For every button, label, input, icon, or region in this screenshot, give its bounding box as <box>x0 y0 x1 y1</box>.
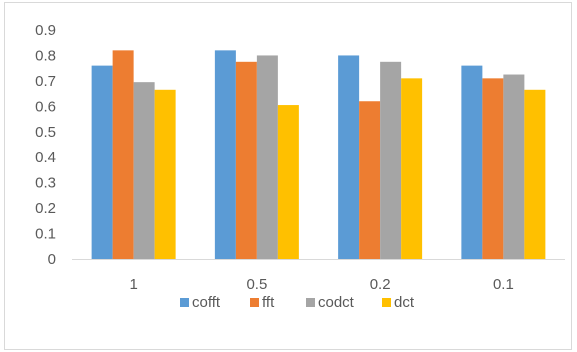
x-axis-ticks: 1 0.5 0.2 0.1 <box>129 276 513 293</box>
bar-dct-0.2 <box>401 78 423 259</box>
bar-codct-1 <box>133 82 155 260</box>
bar-fft-0.5 <box>235 61 257 259</box>
y-tick-label: 0.6 <box>35 98 56 115</box>
bar-cofft-0.2 <box>338 55 360 259</box>
bar-cofft-0.1 <box>461 65 483 259</box>
bar-cofft-0.5 <box>214 50 236 259</box>
y-tick-label: 0.2 <box>35 200 56 217</box>
legend-label-cofft: cofft <box>192 294 221 311</box>
bar-fft-0.2 <box>359 101 381 259</box>
y-tick-label: 0.8 <box>35 47 56 64</box>
legend-swatch-fft <box>250 298 259 307</box>
y-tick-label: 0 <box>48 251 56 268</box>
x-tick-label: 0.5 <box>246 276 267 293</box>
y-tick-label: 0.9 <box>35 22 56 39</box>
bar-codct-0.2 <box>380 61 402 259</box>
bar-fft-0.1 <box>482 78 504 259</box>
legend-swatch-cofft <box>180 298 189 307</box>
bar-codct-0.5 <box>256 55 278 259</box>
y-tick-label: 0.7 <box>35 73 56 90</box>
bar-dct-1 <box>154 89 176 260</box>
x-tick-label: 1 <box>129 276 137 293</box>
y-tick-label: 0.4 <box>35 149 56 166</box>
x-tick-label: 0.1 <box>493 276 514 293</box>
legend-swatch-dct <box>382 298 391 307</box>
bar-fft-1 <box>112 50 134 259</box>
legend-swatch-codct <box>306 298 315 307</box>
legend: cofft fft codct dct <box>180 294 415 311</box>
y-tick-label: 0.3 <box>35 175 56 192</box>
legend-label-fft: fft <box>262 294 275 311</box>
bar-dct-0.1 <box>524 89 546 260</box>
bar-dct-0.5 <box>277 105 299 259</box>
bars <box>91 50 546 260</box>
y-tick-label: 0.5 <box>35 124 56 141</box>
legend-label-dct: dct <box>394 294 415 311</box>
y-tick-label: 0.1 <box>35 226 56 243</box>
bar-cofft-1 <box>91 65 113 259</box>
x-tick-label: 0.2 <box>370 276 391 293</box>
legend-label-codct: codct <box>318 294 355 311</box>
bar-codct-0.1 <box>503 74 525 260</box>
y-axis-ticks: 0 0.1 0.2 0.3 0.4 0.5 0.6 0.7 0.8 0.9 <box>35 22 56 268</box>
